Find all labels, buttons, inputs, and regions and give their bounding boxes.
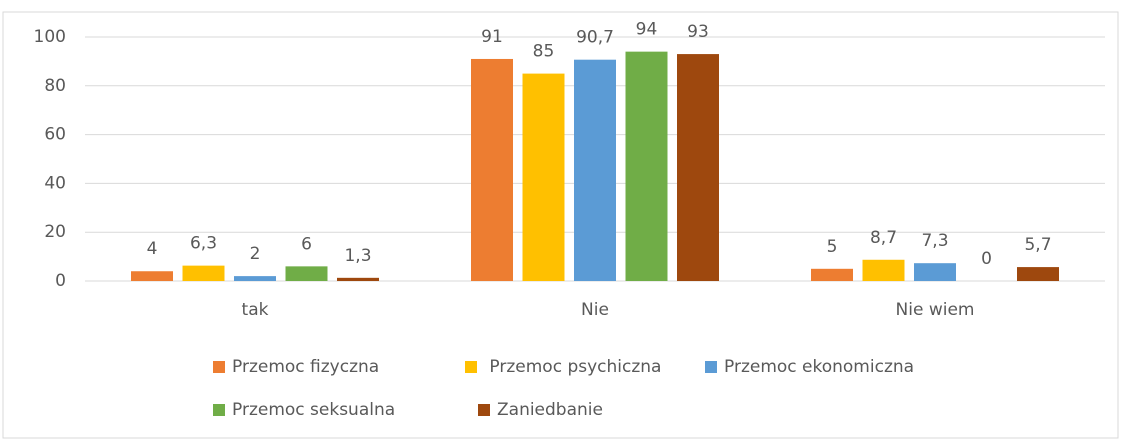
bar [914, 263, 956, 281]
y-tick-label: 20 [44, 222, 66, 242]
y-tick-label: 40 [44, 173, 66, 193]
x-tick-label: Nie wiem [896, 300, 975, 320]
bar [182, 265, 225, 281]
legend-label: Przemoc seksualna [232, 400, 395, 420]
legend-swatch [213, 361, 225, 373]
y-tick-label: 0 [55, 271, 66, 291]
data-label: 5 [827, 237, 838, 257]
bar [677, 54, 719, 281]
legend-swatch [705, 361, 717, 373]
y-tick-label: 80 [44, 76, 66, 96]
bar [574, 59, 616, 281]
bar [234, 276, 276, 281]
legend-label: Przemoc ekonomiczna [724, 357, 914, 377]
x-tick-label: tak [242, 300, 269, 320]
bar [625, 51, 668, 281]
bar [285, 266, 328, 281]
data-label: 90,7 [576, 28, 614, 48]
legend-swatch [465, 361, 477, 373]
legend-swatch [478, 404, 490, 416]
data-label: 93 [687, 22, 709, 42]
data-label: 1,3 [344, 246, 371, 266]
x-tick-label: Nie [581, 300, 609, 320]
bar [471, 58, 513, 282]
legend-label: Przemoc psychiczna [484, 357, 661, 377]
legend-swatch [213, 404, 225, 416]
y-tick-label: 60 [44, 125, 66, 145]
data-label: 6 [301, 234, 312, 254]
y-tick-label: 100 [34, 27, 66, 47]
data-label: 2 [250, 244, 261, 264]
bar [522, 73, 565, 281]
data-label: 8,7 [870, 228, 897, 248]
bar [811, 268, 853, 281]
chart-frame [2, 11, 1119, 439]
data-label: 0 [981, 249, 992, 269]
data-label: 4 [147, 239, 158, 259]
legend-label: Zaniedbanie [497, 400, 603, 420]
bar [337, 277, 379, 281]
data-label: 7,3 [921, 231, 948, 251]
bar [131, 271, 173, 281]
bar [1017, 267, 1059, 281]
data-label: 91 [481, 27, 503, 47]
legend-label: Przemoc fizyczna [232, 357, 379, 377]
data-label: 5,7 [1024, 235, 1051, 255]
data-label: 94 [636, 20, 658, 40]
data-label: 85 [533, 42, 555, 62]
bar [862, 259, 905, 281]
data-label: 6,3 [190, 234, 217, 254]
